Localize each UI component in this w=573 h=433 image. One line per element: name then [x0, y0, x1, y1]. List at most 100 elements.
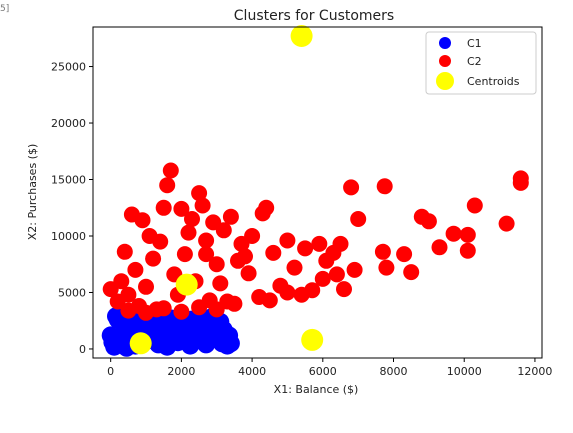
- c2-point: [198, 246, 215, 263]
- y-axis-title: X2: Purchases ($): [26, 144, 39, 241]
- c2-point: [116, 243, 133, 260]
- c2-point: [155, 199, 172, 216]
- c2-point: [198, 232, 215, 249]
- cell-output-tag: 5]: [0, 4, 10, 14]
- c2-point: [376, 178, 393, 195]
- c2-point: [138, 278, 154, 295]
- c1-point: [138, 316, 157, 335]
- legend: C1 C2 Centroids: [425, 31, 537, 95]
- c2-point: [173, 303, 190, 320]
- c2-point: [459, 226, 476, 243]
- c2-point: [512, 170, 529, 187]
- c2-point: [120, 286, 137, 303]
- centroids-point: [290, 25, 313, 47]
- c2-point: [396, 246, 413, 263]
- c2-point: [191, 185, 208, 202]
- y-tick-label: 5000: [58, 286, 86, 299]
- c2-point: [208, 256, 225, 273]
- c2-point: [176, 246, 193, 263]
- centroids-point: [175, 273, 198, 296]
- c2-point: [215, 222, 232, 239]
- y-tick-label: 0: [79, 343, 86, 356]
- x-axis-title: X1: Balance ($): [274, 383, 359, 396]
- y-tick-label: 15000: [51, 174, 86, 187]
- series-c2: [102, 162, 529, 321]
- c2-point: [155, 300, 172, 317]
- legend-label-centroids: Centroids: [467, 75, 520, 88]
- c2-point: [152, 233, 169, 250]
- c2-point: [191, 299, 208, 316]
- legend-label-c1: C1: [467, 37, 482, 50]
- x-tick-label: 10000: [447, 365, 482, 378]
- y-tick-label: 25000: [51, 61, 86, 74]
- legend-marker-centroids: [436, 72, 454, 90]
- y-axis-ticks: 0 5000 10000 15000 20000 25000: [51, 61, 93, 356]
- c1-point: [103, 333, 122, 352]
- y-tick-label: 10000: [51, 230, 86, 243]
- c2-point: [226, 295, 243, 312]
- centroids-point: [301, 328, 324, 351]
- c2-point: [420, 213, 437, 230]
- c1-point: [200, 324, 219, 343]
- c2-point: [184, 211, 200, 227]
- c2-point: [286, 259, 303, 276]
- c2-point: [311, 235, 328, 252]
- c2-point: [222, 208, 239, 225]
- c2-point: [343, 179, 360, 196]
- x-tick-label: 0: [107, 365, 114, 378]
- c2-point: [180, 224, 197, 241]
- c1-point: [181, 336, 200, 355]
- x-tick-label: 12000: [517, 365, 552, 378]
- c2-point: [258, 199, 275, 216]
- c1-point: [160, 325, 178, 344]
- c2-point: [240, 265, 257, 282]
- c2-point: [374, 243, 391, 260]
- x-tick-label: 2000: [167, 365, 195, 378]
- c1-point: [213, 334, 231, 353]
- c2-point: [403, 264, 420, 281]
- c2-point: [138, 304, 154, 321]
- c2-point: [134, 212, 151, 229]
- data-points-layer: [101, 25, 529, 357]
- c2-point: [265, 244, 282, 261]
- c2-point: [459, 242, 476, 259]
- c2-point: [350, 211, 367, 227]
- plot-frame: [92, 26, 543, 359]
- x-axis-ticks: 0 2000 4000 6000 8000 10000 12000: [107, 358, 552, 378]
- c2-point: [159, 177, 176, 194]
- c2-point: [212, 275, 229, 292]
- c2-point: [120, 302, 137, 319]
- c2-point: [378, 259, 395, 276]
- c2-point: [346, 261, 363, 278]
- c2-point: [145, 250, 162, 267]
- legend-label-c2: C2: [467, 55, 482, 68]
- c2-point: [113, 273, 130, 290]
- centroids-point: [129, 332, 152, 355]
- c2-point: [466, 197, 483, 214]
- c2-point: [279, 232, 296, 249]
- c2-point: [328, 266, 345, 283]
- c2-point: [237, 248, 253, 265]
- x-tick-label: 4000: [238, 365, 266, 378]
- series-centroids: [129, 25, 324, 355]
- c2-point: [314, 270, 331, 287]
- c2-point: [304, 282, 321, 299]
- c2-point: [297, 240, 314, 257]
- legend-marker-c2: [439, 55, 451, 67]
- c2-point: [431, 239, 448, 256]
- c2-point: [261, 292, 278, 309]
- c2-point: [332, 235, 349, 252]
- c2-point: [194, 197, 211, 214]
- c2-point: [162, 162, 179, 179]
- legend-marker-c1: [439, 37, 451, 49]
- c2-point: [127, 261, 144, 278]
- c2-point: [208, 301, 225, 318]
- c2-point: [498, 215, 515, 232]
- c2-point: [173, 200, 190, 217]
- c2-point: [279, 284, 296, 301]
- x-tick-label: 8000: [380, 365, 408, 378]
- c2-point: [445, 225, 462, 242]
- c2-point: [336, 281, 352, 298]
- x-tick-label: 6000: [309, 365, 337, 378]
